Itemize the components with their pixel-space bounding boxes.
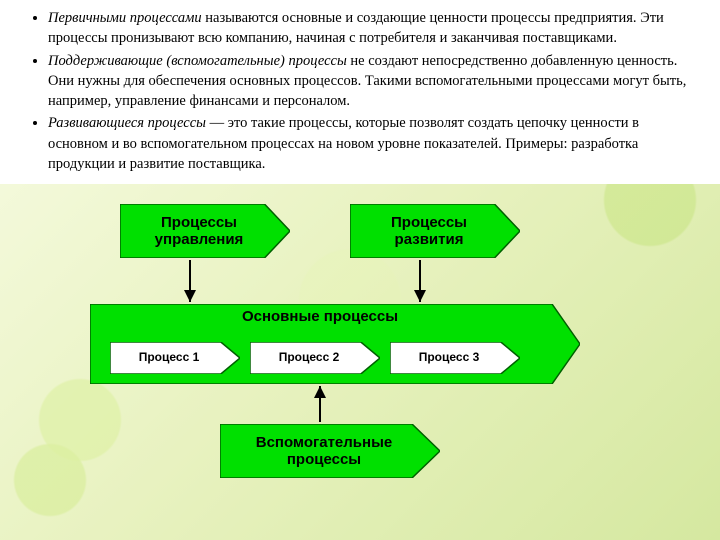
diagram-arrow-dev_down bbox=[414, 254, 426, 308]
diagram-box-label-dev: Процессы развития bbox=[391, 214, 479, 249]
diagram-arrow-mgmt_down bbox=[184, 254, 196, 308]
bullet-1-term: Первичными процессами bbox=[48, 10, 202, 26]
diagram-box-aux: Вспомогательные процессы bbox=[220, 424, 440, 478]
diagram-box-label-main: Основные процессы bbox=[90, 304, 580, 325]
bullet-1: Первичными процессами называются основны… bbox=[48, 8, 696, 49]
content: Первичными процессами называются основны… bbox=[0, 0, 720, 484]
diagram-box-p1: Процесс 1 bbox=[110, 342, 240, 374]
diagram-arrow-aux_up bbox=[314, 380, 326, 428]
diagram-box-label-p3: Процесс 3 bbox=[419, 351, 492, 365]
bullet-2: Поддерживающие (вспомогательные) процесс… bbox=[48, 51, 696, 112]
bullet-list-block: Первичными процессами называются основны… bbox=[0, 0, 720, 184]
bullet-2-term: Поддерживающие (вспомогательные) процесс… bbox=[48, 53, 347, 69]
bullet-3: Развивающиеся процессы — это такие проце… bbox=[48, 113, 696, 174]
diagram-box-label-p1: Процесс 1 bbox=[139, 351, 212, 365]
bullet-3-term: Развивающиеся процессы bbox=[48, 115, 206, 131]
process-diagram: Основные процессы Процесс 1 Процесс 2 Пр… bbox=[80, 204, 640, 484]
diagram-box-p3: Процесс 3 bbox=[390, 342, 520, 374]
bullet-list: Первичными процессами называются основны… bbox=[24, 8, 696, 174]
diagram-box-dev: Процессы развития bbox=[350, 204, 520, 258]
diagram-box-label-p2: Процесс 2 bbox=[279, 351, 352, 365]
diagram-box-mgmt: Процессы управления bbox=[120, 204, 290, 258]
diagram-box-label-aux: Вспомогательные процессы bbox=[256, 434, 405, 469]
diagram-box-p2: Процесс 2 bbox=[250, 342, 380, 374]
diagram-box-label-mgmt: Процессы управления bbox=[155, 214, 256, 249]
